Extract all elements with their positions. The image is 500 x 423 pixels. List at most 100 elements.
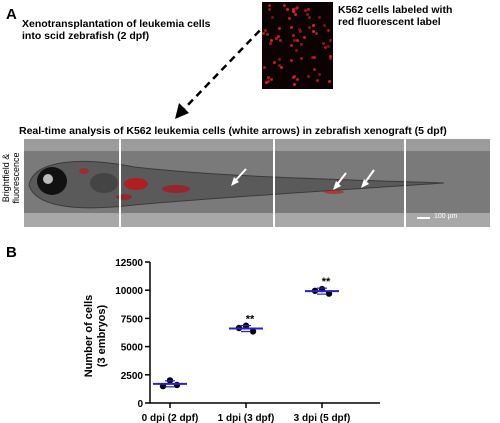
fluorescent-cell-dot (322, 41, 326, 45)
y-tick-label: 10000 (115, 286, 143, 297)
fluorescent-cell-dot (276, 35, 280, 39)
realtime-caption: Real-time analysis of K562 leukemia cell… (19, 125, 447, 137)
fluorescent-cell-dot (306, 8, 310, 12)
fluorescent-cell-dot (291, 33, 295, 37)
fluorescent-cell-dot (299, 29, 303, 33)
fluorescent-cell-dot (312, 30, 316, 34)
panel-b-letter: B (6, 244, 17, 261)
fluorescent-cell-dot (292, 38, 296, 42)
fluorescent-cell-dot (265, 32, 269, 36)
fluorescent-cell-dot (292, 76, 296, 80)
fluorescent-cell-dot (308, 16, 312, 20)
fluorescent-cell-dot (318, 16, 322, 20)
fluorescent-cell-dot (272, 61, 276, 65)
fluorescent-cell-dot (295, 49, 299, 53)
fluorescent-cell-dot (271, 15, 275, 19)
fluorescent-cell-dot (304, 9, 308, 13)
fluorescent-cell-dot (291, 8, 295, 12)
fluorescent-cell-dot (329, 55, 333, 59)
chart-marks: ** ** (153, 276, 339, 390)
fluorescent-cell-dot (277, 26, 281, 30)
fluorescent-cell-dot (312, 55, 316, 59)
fluorescent-cell-dot (269, 42, 273, 46)
y-tick-label: 12500 (115, 258, 143, 269)
scale-bar-label: 100 µm (434, 213, 458, 220)
side-label-line1: Brightfield & (1, 153, 11, 203)
fluorescent-cell-dot (280, 66, 284, 70)
fluorescent-cell-dot (278, 39, 282, 43)
fluorescent-cell-dot (326, 29, 330, 33)
side-label: Brightfield & fluorescence (1, 152, 93, 244)
panel-a-letter: A (6, 6, 17, 23)
fluorescent-cell-dot (306, 13, 310, 17)
fluorescent-cell-dot (262, 32, 266, 36)
fluorescent-cell-dot (274, 37, 278, 41)
data-point (249, 328, 257, 335)
fluorescent-cell-dot (282, 4, 286, 8)
fluorescent-cell-dot (293, 12, 297, 16)
fluorescent-cell-dot (290, 43, 294, 47)
y-tick-label: 5000 (121, 343, 144, 354)
fluorescent-cell-dot (329, 57, 333, 61)
y-tick-label: 0 (137, 399, 143, 410)
fluorescent-cell-dot (270, 77, 274, 81)
y-tick-label: 2500 (121, 371, 144, 382)
zebrafish-xenograft-image: 100 µm (24, 139, 490, 227)
fluorescent-cell-dot (318, 72, 322, 76)
y-axis: 0 2500 5000 7500 10000 12500 (115, 258, 151, 410)
fluorescent-cell-dot (297, 28, 301, 32)
fluorescent-cell-dot (315, 78, 319, 82)
fluorescent-cell-dot (312, 24, 316, 28)
fluorescent-cell-dot (323, 46, 327, 50)
fluorescent-cell-dot (322, 24, 326, 28)
fluorescent-cell-dot (270, 39, 274, 43)
fluorescent-cell-dot (327, 45, 331, 49)
fluorescent-cell-dot (267, 79, 271, 83)
x-tick-label: 1 dpi (3 dpf) (218, 413, 275, 423)
fluorescent-cell-dot (295, 7, 299, 11)
fluorescent-cell-dot (289, 25, 293, 29)
zebrafish-image-art (24, 139, 490, 227)
x-tick-label: 3 dpi (5 dpf) (294, 413, 351, 423)
side-label-line2: fluorescence (11, 152, 21, 204)
fluorescent-cell-dot (288, 17, 292, 21)
fluorescent-cell-dot (310, 55, 314, 59)
fluorescent-cell-dot (299, 56, 303, 60)
fluorescent-cell-dot (329, 39, 333, 43)
xenotransplantation-text: Xenotransplantation of leukemia cells in… (22, 18, 252, 42)
fluorescent-cell-dot (295, 78, 299, 82)
fluorescent-cell-dot (306, 75, 310, 79)
fluorescent-cell-dot (307, 25, 311, 29)
fluorescent-cell-dot (265, 80, 269, 84)
fluorescent-cell-dot (267, 7, 271, 11)
significance-label: ** (322, 276, 331, 288)
fluorescent-cell-dot (263, 29, 267, 33)
cell-count-chart: 0 2500 5000 7500 10000 12500 0 dpi (2 dpf) 1 d… (83, 258, 380, 423)
k562-cells-micrograph (262, 2, 333, 89)
y-tick-label: 7500 (121, 314, 144, 325)
fluorescent-cell-dot (303, 35, 306, 39)
y-axis-label-line2: (3 embryos) (96, 304, 108, 367)
fluorescent-cell-dot (277, 58, 281, 62)
label-text-line2: red fluorescent label (338, 16, 441, 28)
fluorescent-cell-dot (327, 79, 331, 83)
xeno-text-line2: into scid zebrafish (2 dpf) (22, 30, 150, 42)
fluorescent-cell-dot (293, 83, 297, 87)
x-axis: 0 dpi (2 dpf) 1 dpi (3 dpf) 3 dpi (5 dpf) (142, 402, 380, 423)
y-axis-label-line1: Number of cells (83, 295, 95, 378)
fluorescent-cell-dot (300, 42, 304, 46)
significance-label: ** (246, 314, 255, 326)
fluorescent-cell-dot (314, 31, 318, 35)
fluorescent-cell-dot (286, 8, 290, 12)
fluorescent-cell-dot (290, 59, 294, 63)
fluorescent-cell-dot (278, 64, 282, 68)
fluorescent-cell-dot (295, 38, 299, 42)
fluorescent-cell-dot (313, 67, 317, 71)
dashed-arrow (175, 21, 269, 119)
label-text-line1: K562 cells labeled with (338, 4, 453, 16)
k562-label-text: K562 cells labeled with red fluorescent … (338, 4, 498, 28)
fluorescent-cell-dot (267, 75, 271, 79)
fluorescent-cell-dot (267, 3, 271, 7)
xeno-text-line1: Xenotransplantation of leukemia cells (22, 18, 211, 30)
fluorescent-cell-dot (262, 65, 266, 69)
